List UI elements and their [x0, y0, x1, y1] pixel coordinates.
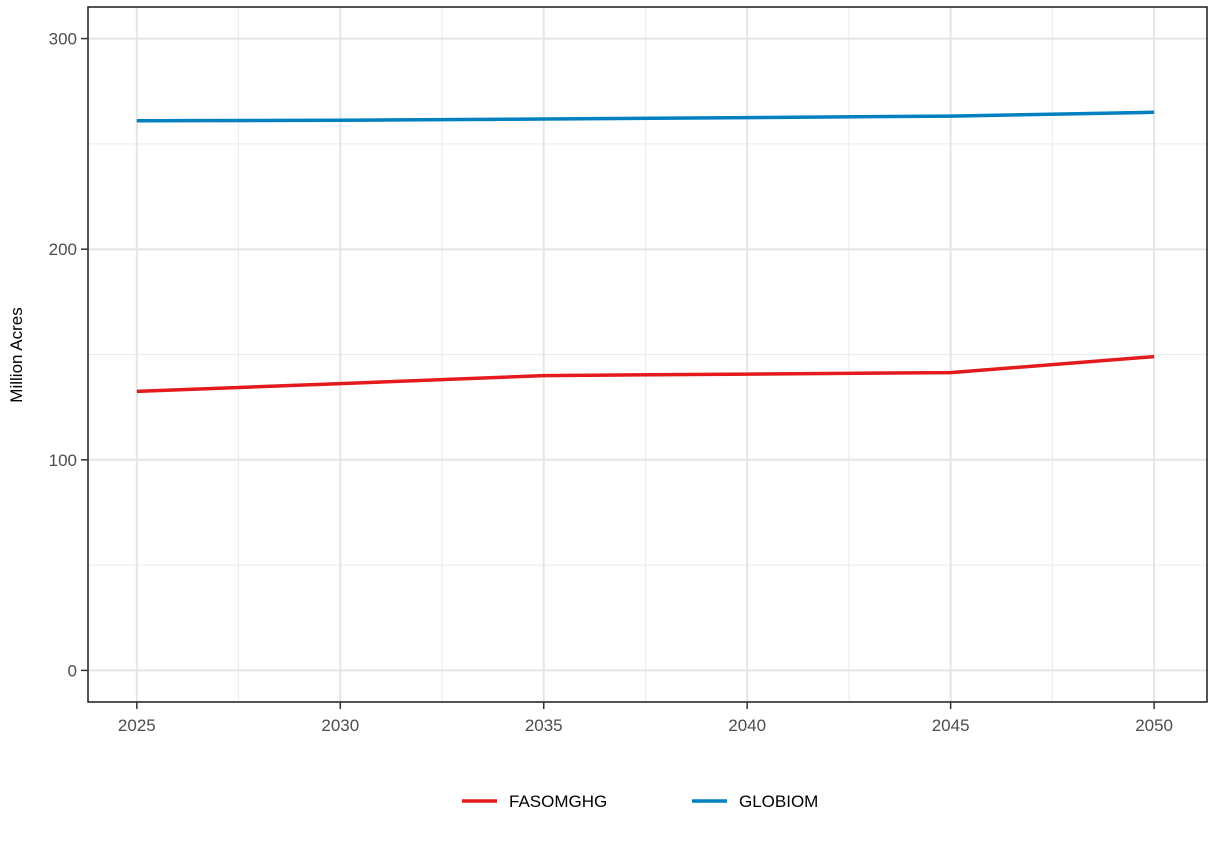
legend-label-fasomghg: FASOMGHG — [509, 792, 607, 811]
y-tick-label: 0 — [68, 661, 77, 680]
x-tick-label: 2050 — [1135, 716, 1173, 735]
major-gridlines — [88, 7, 1207, 702]
legend: FASOMGHG GLOBIOM — [462, 792, 818, 811]
series-line-fasomghg — [136, 354, 1155, 394]
y-axis-title: Million Acres — [7, 307, 26, 402]
x-tick-label: 2025 — [118, 716, 156, 735]
x-tick-label: 2030 — [321, 716, 359, 735]
x-tick-label: 2040 — [728, 716, 766, 735]
minor-gridlines — [88, 7, 1207, 702]
y-tick-label: 100 — [49, 451, 77, 470]
x-axis: 2025 2030 2035 2040 2045 2050 — [118, 702, 1173, 735]
x-tick-label: 2035 — [525, 716, 563, 735]
plot-border — [87, 6, 1208, 703]
y-tick-label: 300 — [49, 30, 77, 49]
y-axis: 0 100 200 300 — [49, 30, 88, 680]
x-tick-label: 2045 — [932, 716, 970, 735]
series-lines — [136, 110, 1155, 394]
series-line-globiom — [136, 110, 1155, 123]
y-tick-label: 200 — [49, 240, 77, 259]
legend-label-globiom: GLOBIOM — [739, 792, 818, 811]
